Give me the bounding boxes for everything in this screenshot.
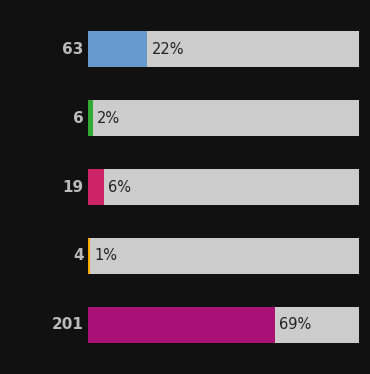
Text: 69%: 69% bbox=[279, 318, 311, 332]
Bar bbox=[88, 238, 91, 274]
Text: 22%: 22% bbox=[151, 42, 184, 56]
Text: 63: 63 bbox=[62, 42, 84, 56]
Text: 19: 19 bbox=[63, 180, 84, 194]
Text: 6%: 6% bbox=[108, 180, 131, 194]
Text: 1%: 1% bbox=[95, 248, 118, 263]
Bar bbox=[88, 31, 147, 67]
Bar bbox=[88, 307, 359, 343]
Bar bbox=[88, 100, 359, 136]
Bar bbox=[88, 31, 359, 67]
Text: 6: 6 bbox=[73, 111, 84, 126]
Bar bbox=[88, 238, 359, 274]
Bar bbox=[88, 169, 359, 205]
Text: 4: 4 bbox=[73, 248, 84, 263]
Text: 2%: 2% bbox=[97, 111, 120, 126]
Bar bbox=[88, 307, 275, 343]
Bar bbox=[88, 100, 93, 136]
Bar bbox=[88, 169, 104, 205]
Text: 201: 201 bbox=[52, 318, 84, 332]
